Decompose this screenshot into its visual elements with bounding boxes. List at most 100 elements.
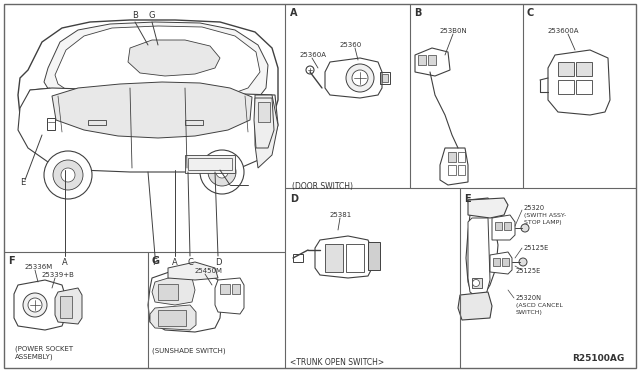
Text: (ASCD CANCEL: (ASCD CANCEL	[516, 303, 563, 308]
Text: 25381: 25381	[330, 212, 352, 218]
Polygon shape	[255, 95, 278, 168]
Bar	[504, 222, 511, 230]
Polygon shape	[52, 82, 252, 138]
Bar	[418, 55, 426, 65]
Bar	[346, 244, 364, 272]
Polygon shape	[14, 280, 65, 330]
Text: D: D	[215, 258, 221, 267]
Text: D: D	[290, 194, 298, 204]
Text: A: A	[290, 8, 298, 18]
Bar	[458, 152, 465, 162]
Bar	[448, 165, 456, 175]
Polygon shape	[490, 252, 512, 274]
Bar	[232, 284, 240, 294]
Polygon shape	[150, 305, 196, 330]
Polygon shape	[440, 148, 468, 185]
Bar	[185, 120, 203, 125]
Text: G: G	[148, 11, 156, 20]
Polygon shape	[492, 215, 515, 240]
Polygon shape	[44, 22, 268, 120]
Text: B: B	[414, 8, 421, 18]
Polygon shape	[458, 292, 492, 320]
Bar	[368, 242, 380, 270]
Bar	[382, 74, 388, 82]
Polygon shape	[548, 50, 610, 115]
Bar	[220, 284, 230, 294]
Polygon shape	[215, 278, 244, 314]
Text: SWITCH): SWITCH)	[516, 310, 543, 315]
Text: 253600A: 253600A	[548, 28, 579, 34]
Bar	[558, 80, 574, 94]
Circle shape	[346, 64, 374, 92]
Circle shape	[208, 158, 236, 186]
Text: F: F	[8, 256, 15, 266]
Bar	[158, 310, 186, 326]
Text: 25320N: 25320N	[516, 295, 542, 301]
Bar	[428, 55, 436, 65]
Circle shape	[44, 151, 92, 199]
Circle shape	[519, 258, 527, 266]
Polygon shape	[18, 20, 278, 152]
Text: C: C	[187, 258, 193, 267]
Polygon shape	[18, 88, 278, 172]
Text: G: G	[152, 256, 160, 266]
Bar	[325, 244, 343, 272]
Text: E: E	[20, 178, 25, 187]
Text: 25125E: 25125E	[516, 268, 541, 274]
Text: <TRUNK OPEN SWITCH>: <TRUNK OPEN SWITCH>	[290, 358, 384, 367]
Polygon shape	[128, 40, 220, 76]
Text: 25360A: 25360A	[300, 52, 327, 58]
Text: STOP LAMP): STOP LAMP)	[524, 220, 562, 225]
Circle shape	[28, 298, 42, 312]
Bar	[558, 62, 574, 76]
Text: R25100AG: R25100AG	[572, 354, 624, 363]
Bar	[258, 102, 270, 122]
Text: 25320: 25320	[524, 205, 545, 211]
Text: 25125E: 25125E	[524, 245, 549, 251]
Text: (POWER SOCKET: (POWER SOCKET	[15, 346, 73, 353]
Bar	[158, 284, 178, 300]
Text: A: A	[62, 258, 68, 267]
Bar	[293, 254, 303, 262]
Bar	[380, 72, 390, 84]
Bar	[188, 158, 232, 170]
Polygon shape	[315, 236, 372, 278]
Bar	[448, 152, 456, 162]
Text: (SUNSHADE SWITCH): (SUNSHADE SWITCH)	[152, 348, 226, 355]
Text: 25360: 25360	[340, 42, 362, 48]
Text: B: B	[132, 11, 138, 20]
Polygon shape	[152, 276, 195, 305]
Bar	[88, 120, 106, 125]
Circle shape	[472, 279, 479, 286]
Polygon shape	[168, 262, 218, 280]
Circle shape	[53, 160, 83, 190]
Polygon shape	[22, 88, 52, 148]
Circle shape	[352, 70, 368, 86]
Bar	[495, 222, 502, 230]
Bar	[458, 165, 465, 175]
Bar	[185, 155, 235, 173]
Text: E: E	[464, 194, 470, 204]
Circle shape	[200, 150, 244, 194]
Polygon shape	[468, 218, 490, 298]
Circle shape	[306, 66, 314, 74]
Text: (SWITH ASSY-: (SWITH ASSY-	[524, 213, 566, 218]
Bar	[576, 62, 592, 76]
Bar	[47, 118, 55, 130]
Circle shape	[216, 166, 228, 178]
Polygon shape	[325, 58, 382, 98]
Text: 25339+B: 25339+B	[42, 272, 75, 278]
Bar	[502, 258, 509, 266]
Polygon shape	[148, 270, 222, 332]
Text: 253B0N: 253B0N	[440, 28, 468, 34]
Bar	[60, 296, 72, 318]
Circle shape	[23, 293, 47, 317]
Text: 25336M: 25336M	[25, 264, 53, 270]
Text: A: A	[172, 258, 178, 267]
Circle shape	[521, 224, 529, 232]
Text: C: C	[527, 8, 534, 18]
Polygon shape	[466, 198, 498, 300]
Text: F: F	[152, 258, 157, 267]
Text: (DOOR SWITCH): (DOOR SWITCH)	[292, 182, 353, 191]
Polygon shape	[55, 288, 82, 324]
